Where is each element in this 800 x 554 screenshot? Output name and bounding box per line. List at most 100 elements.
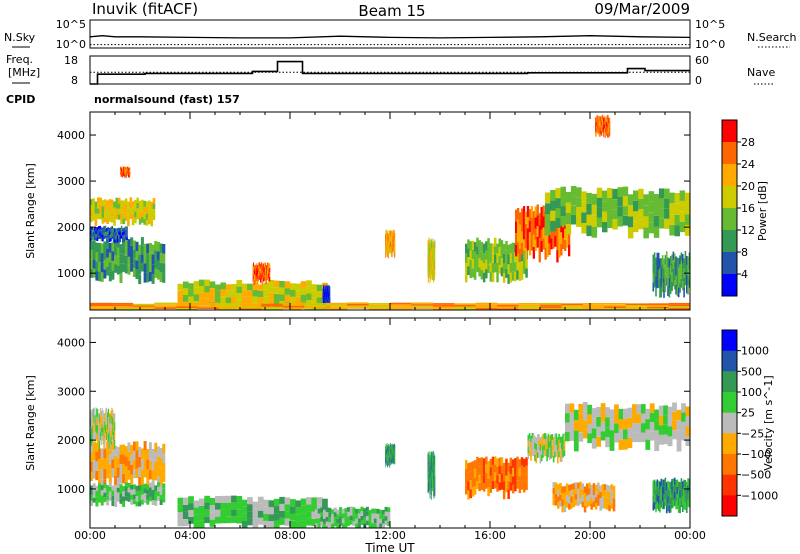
heatmap-cell [673,271,676,281]
heatmap-cell [269,267,271,273]
heatmap-cell [385,248,387,254]
heatmap-cell [562,439,564,446]
heatmap-cell [618,429,624,440]
heatmap-cell [127,492,131,498]
heatmap-cell [586,214,592,226]
heatmap-cell [599,491,602,499]
heatmap-cell [393,449,395,455]
heatmap-cell [257,503,264,511]
heatmap-cell [500,240,504,250]
heatmap-cell [563,444,566,451]
heatmap-cell [516,480,519,489]
heatmap-cell [388,235,390,242]
heatmap-cell [146,469,150,481]
heatmap-cell [643,205,649,217]
heatmap-cell [683,501,685,510]
cpid-label: CPID [6,93,35,106]
heatmap-cell [103,199,107,205]
heatmap-cell [505,250,508,260]
heatmap-cell [522,228,526,240]
heatmap-cell [140,262,144,272]
heatmap-cell [111,226,113,230]
heatmap-cell [393,449,394,455]
heatmap-cell [471,461,475,471]
heatmap-cell [103,423,105,433]
heatmap-cell [127,201,130,208]
heatmap-cell [373,508,377,514]
heatmap-cell [162,263,166,274]
heatmap-cell [262,276,264,282]
colorbar-swatch [722,120,737,143]
heatmap-cell [344,508,348,513]
heatmap-cell [259,271,261,276]
heatmap-cell [126,173,128,176]
heatmap-cell [103,210,107,217]
heatmap-cell [284,294,291,302]
heatmap-cell [141,205,144,212]
heatmap-cell [609,126,611,132]
heatmap-cell [685,426,691,437]
heatmap-cell [524,223,528,236]
heatmap-cell [655,257,657,268]
heatmap-cell [595,126,596,131]
colorbar-swatch [722,474,737,496]
date-title: 09/Mar/2009 [594,0,690,18]
heatmap-cell [90,307,112,310]
heatmap-cell [95,461,99,471]
heatmap-cell [669,214,675,225]
heatmap-cell [122,172,123,175]
heatmap-region [465,456,528,500]
heatmap-cell [608,485,611,493]
heatmap-cell [290,290,296,297]
heatmap-cell [111,424,113,433]
nsky-series-line [89,35,691,39]
heatmap-cell [467,472,470,482]
heatmap-cell [597,124,598,129]
sky-left-tick-bottom: 10^0 [56,38,86,51]
heatmap-cell [687,266,689,276]
heatmap-cell [518,304,541,307]
heatmap-cell [114,431,116,440]
heatmap-cell [669,203,675,214]
heatmap-cell [130,454,134,465]
heatmap-cell [114,491,118,497]
heatmap-cell [122,486,126,492]
heatmap-cell [530,454,532,461]
heatmap-cell [123,172,124,175]
heatmap-cell [119,235,122,239]
heatmap-cell [686,274,688,284]
heatmap-cell [665,277,668,286]
heatmap-cell [252,508,259,515]
heatmap-cell [269,272,271,277]
heatmap-cell [146,499,150,505]
heatmap-cell [653,487,656,495]
heatmap-cell [198,292,205,299]
heatmap-cell [130,484,134,490]
heatmap-cell [434,476,436,487]
heatmap-cell [284,288,291,295]
heatmap-cell [151,264,155,275]
heatmap-cell [487,478,490,488]
heatmap-cell [143,493,147,499]
heatmap-cell [606,491,609,498]
heatmap-cell [681,403,686,413]
heatmap-cell [122,168,124,171]
heatmap-cell [684,214,691,225]
heatmap-cell [347,516,351,522]
heatmap-cell [568,503,571,510]
heatmap-cell [655,286,657,297]
heatmap-cell [607,119,609,125]
heatmap-cell [273,513,280,521]
heatmap-cell [157,242,160,252]
heatmap-cell [120,235,123,239]
heatmap-cell [267,271,269,276]
heatmap-cell [254,274,256,279]
heatmap-cell [515,221,518,234]
heatmap-cell [140,489,144,495]
heatmap-cell [300,287,307,295]
heatmap-cell [591,193,598,205]
heatmap-cell [534,442,536,449]
heatmap-cell [267,262,269,267]
heatmap-cell [268,507,275,515]
heatmap-cell [502,481,506,491]
